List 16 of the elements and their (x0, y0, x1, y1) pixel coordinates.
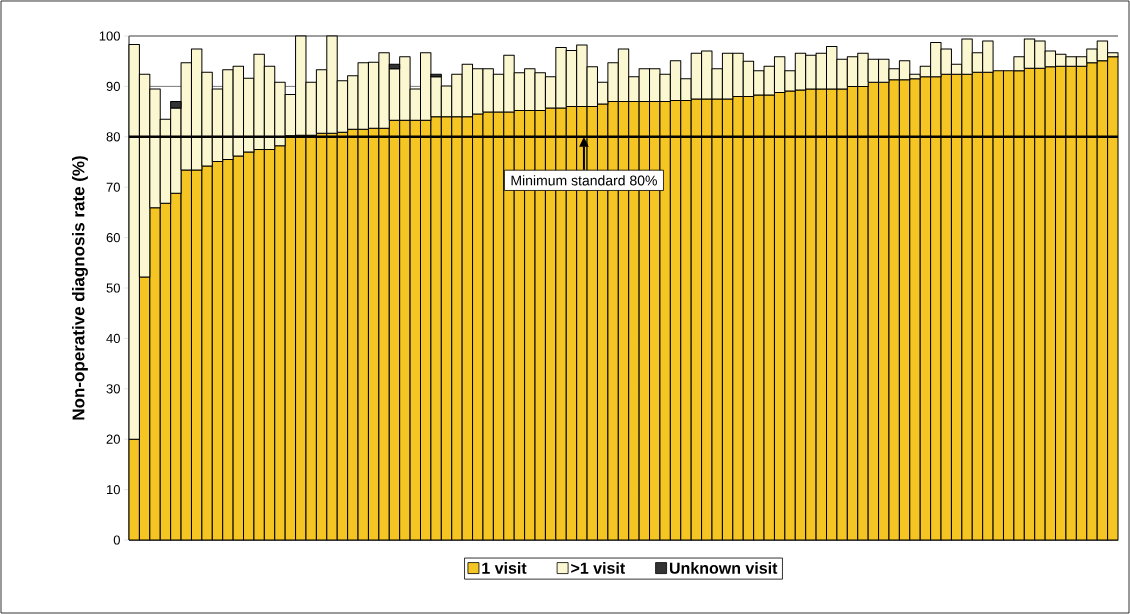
legend-label: 1 visit (482, 562, 527, 574)
y-tick-label: 20 (106, 434, 120, 444)
y-tick-label: 70 (106, 182, 120, 192)
y-tick-label: 30 (106, 384, 120, 394)
y-tick-label: 80 (106, 132, 120, 142)
y-tick-label: 100 (99, 31, 120, 41)
y-tick-label: 40 (106, 333, 120, 343)
y-tick-label: 90 (106, 81, 120, 91)
y-tick-label: 0 (113, 535, 120, 545)
y-tick-label: 50 (106, 283, 120, 293)
ref-line-label: Minimum standard 80% (511, 175, 657, 186)
legend-label: >1 visit (571, 562, 625, 574)
y-tick-label: 60 (106, 232, 120, 243)
y-tick-label: 10 (107, 484, 120, 495)
y-axis-title: Non-operative diagnosis rate (%) (72, 156, 88, 420)
legend-label: Unknown visit (669, 562, 778, 574)
